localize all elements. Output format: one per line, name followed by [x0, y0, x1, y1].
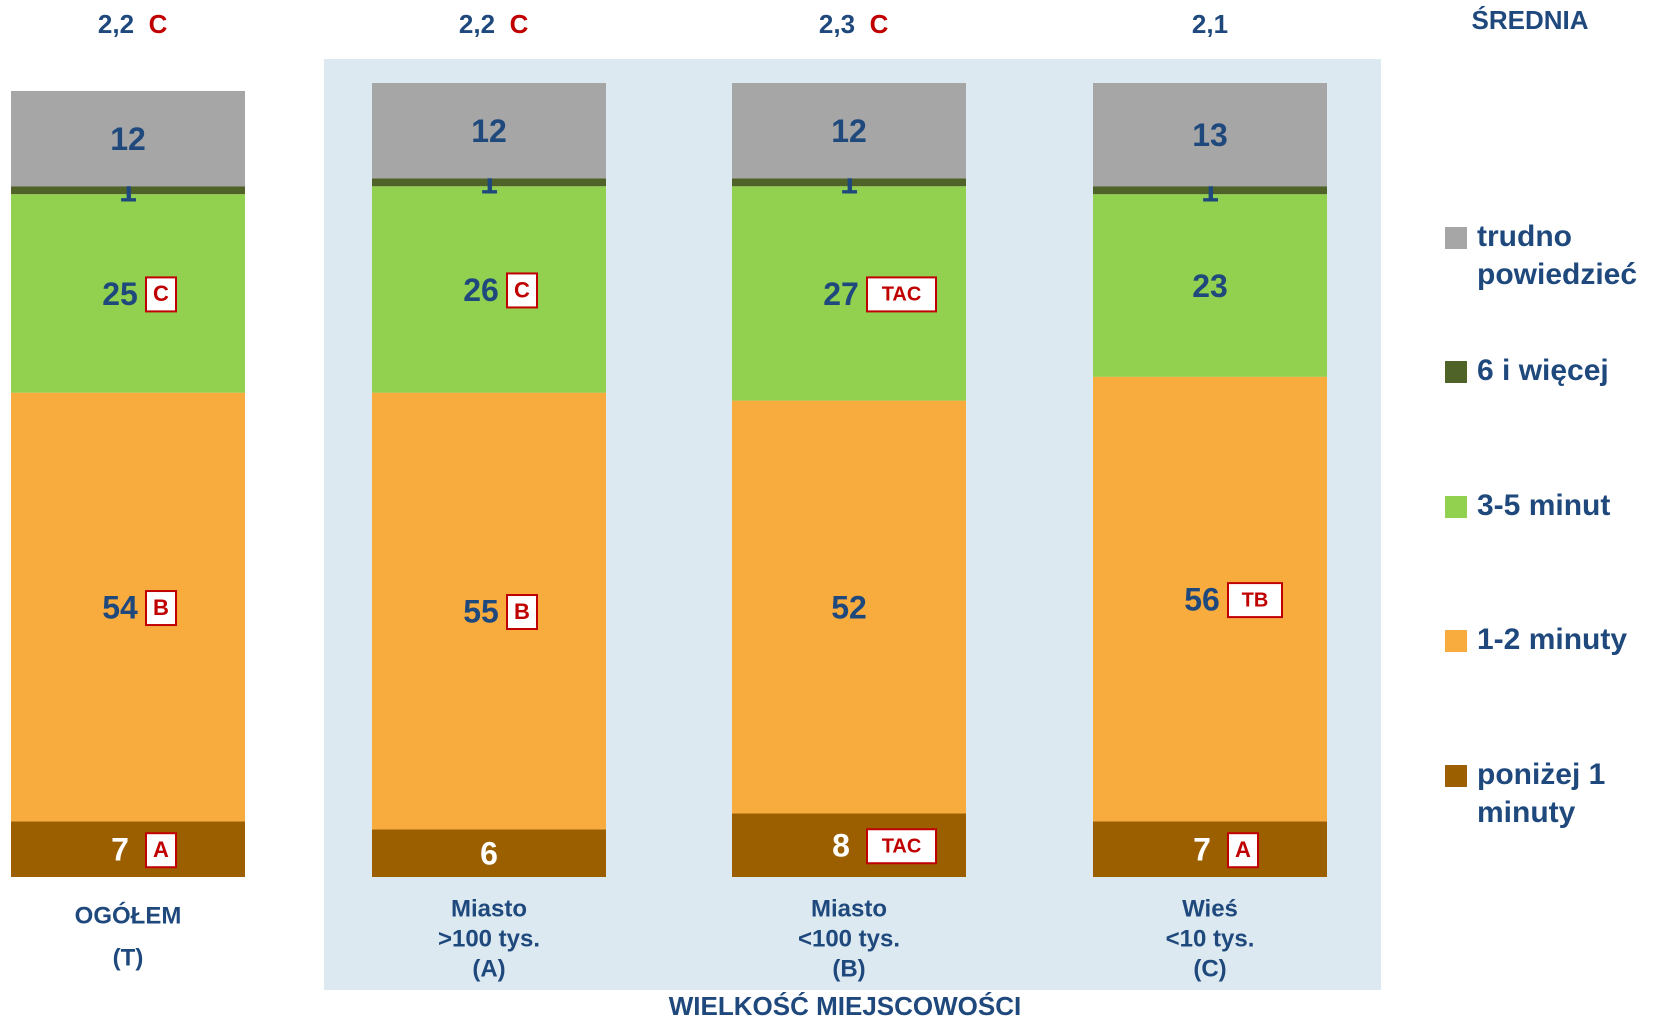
value-label: 7 [111, 832, 129, 868]
legend-label: poniżej 1 minuty [1477, 758, 1606, 829]
marker-box [506, 594, 538, 631]
marker-box [866, 276, 937, 313]
value-label: 12 [471, 113, 507, 149]
x-tick-label: (B) [832, 955, 865, 982]
value-label: 55 [463, 593, 499, 629]
legend-swatch [1445, 765, 1467, 787]
value-label: 56 [1184, 582, 1220, 618]
legend-label: 6 i więcej [1477, 354, 1609, 387]
value-label: 27 [823, 276, 859, 312]
bar-segment [372, 392, 606, 830]
x-tick-label: (C) [1193, 955, 1226, 982]
marker: B [153, 595, 169, 620]
x-tick-label: >100 tys. [438, 925, 540, 952]
marker: TAC [882, 284, 922, 306]
bar-segment [372, 186, 606, 393]
x-tick-label: <10 tys. [1166, 925, 1255, 952]
average-value: 2,1 [1192, 9, 1228, 39]
x-tick-label: (A) [472, 955, 505, 982]
marker: TAC [882, 836, 922, 858]
value-label: 52 [831, 589, 867, 625]
x-tick-label: Miasto [451, 895, 527, 922]
average-marker: C [149, 9, 168, 39]
average-value: 2,2 [98, 9, 134, 39]
legend-label: 1-2 minuty [1477, 623, 1628, 656]
marker-box [145, 276, 177, 313]
value-label: 8 [832, 828, 850, 864]
bar-segment [1093, 194, 1327, 377]
bar-segment [11, 194, 245, 393]
bar-segment [1093, 376, 1327, 822]
value-label: 7 [1193, 832, 1211, 868]
x-tick-label: <100 tys. [798, 925, 900, 952]
marker-box [506, 272, 538, 309]
bar-segment [732, 400, 966, 814]
bar-segment [11, 821, 245, 877]
marker: C [514, 277, 530, 302]
legend-swatch [1445, 496, 1467, 518]
bar-segment [732, 178, 966, 187]
marker-box [1227, 832, 1259, 869]
average-marker: C [870, 9, 889, 39]
group-label: WIELKOŚĆ MIEJSCOWOŚCI [669, 991, 1021, 1021]
bar-segment [11, 90, 245, 187]
x-tick-label: (T) [113, 944, 144, 971]
value-label: 13 [1192, 117, 1228, 153]
marker-box [145, 832, 177, 869]
legend-label: 3-5 minut [1477, 489, 1611, 522]
marker-box [1227, 582, 1283, 619]
average-value: 2,3 [819, 9, 855, 39]
marker-box [145, 590, 177, 627]
average-header: ŚREDNIA [1471, 5, 1588, 35]
legend-swatch [1445, 630, 1467, 652]
bar-segment [1093, 186, 1327, 195]
value-label: 12 [831, 113, 867, 149]
bar-segment [372, 829, 606, 877]
x-tick-label: Miasto [811, 895, 887, 922]
bar-segment [11, 186, 245, 195]
value-label: 26 [463, 272, 499, 308]
bar-segment [1093, 821, 1327, 877]
average-value: 2,2 [459, 9, 495, 39]
value-label: 54 [102, 589, 138, 625]
bar-segment [732, 83, 966, 179]
bar-segment [11, 392, 245, 822]
bar-segment [372, 83, 606, 179]
x-tick-label: Wieś [1182, 895, 1238, 922]
average-marker: C [510, 9, 529, 39]
marker-box [866, 828, 937, 865]
marker: C [153, 281, 169, 306]
legend-swatch [1445, 227, 1467, 249]
marker: A [153, 837, 169, 862]
legend-swatch [1445, 361, 1467, 383]
marker: B [514, 599, 530, 624]
value-label: 25 [102, 276, 138, 312]
bar-segment [372, 178, 606, 187]
value-label: 6 [480, 836, 498, 872]
marker: TB [1242, 589, 1269, 611]
marker: A [1235, 837, 1251, 862]
bar-segment [1093, 83, 1327, 187]
legend-label: trudno powiedzieć [1477, 220, 1638, 291]
x-tick-label: OGÓŁEM [75, 901, 182, 929]
value-label: 12 [110, 121, 146, 157]
value-label: 23 [1192, 268, 1228, 304]
